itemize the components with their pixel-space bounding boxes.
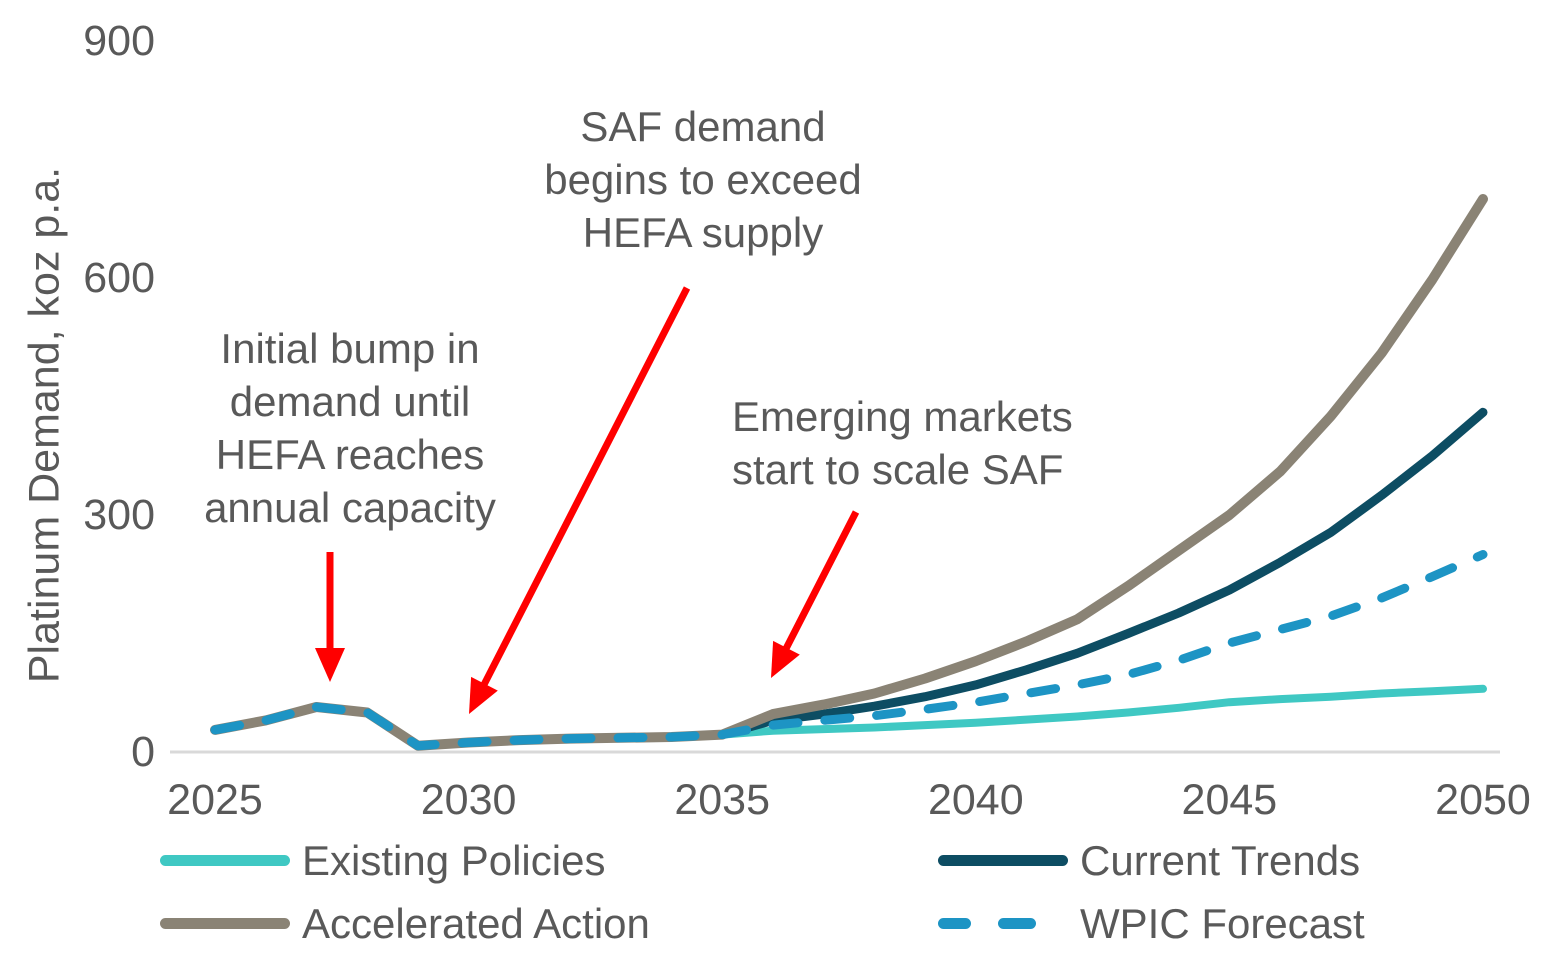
y-axis-title: Platinum Demand, koz p.a. [20, 166, 69, 684]
x-tick-label-2045: 2045 [1181, 776, 1278, 824]
legend-swatch-solid-line [160, 918, 290, 929]
legend-item-current-trends: Current Trends [938, 829, 1365, 892]
legend-swatch-solid-line [938, 855, 1068, 866]
y-tick-label-300: 300 [83, 491, 155, 539]
series-line-wpic-forecast [210, 550, 1488, 751]
legend-label-wpic-forecast: WPIC Forecast [1080, 899, 1365, 947]
legend-dash [938, 918, 971, 929]
x-tick-label-2030: 2030 [420, 776, 517, 824]
y-tick-label-900: 900 [83, 17, 155, 65]
annotation-arrowhead-emerging-markets [771, 640, 800, 678]
legend-label-existing-policies: Existing Policies [302, 836, 606, 884]
legend-swatch-dashed-line [938, 918, 1068, 929]
annotation-emerging-markets: Emerging markets start to scale SAF [732, 393, 1073, 493]
legend-item-accelerated-action: Accelerated Action [160, 892, 650, 955]
legend-column-left: Existing Policies Accelerated Action [160, 829, 650, 955]
legend-swatch-solid-line [160, 855, 290, 866]
legend-item-wpic-forecast: WPIC Forecast [938, 892, 1365, 955]
x-tick-label-2050: 2050 [1435, 776, 1531, 824]
legend-label-current-trends: Current Trends [1080, 836, 1361, 884]
legend-dash [998, 918, 1036, 929]
annotation-arrowhead-saf-demand [469, 676, 498, 714]
annotation-initial-bump: Initial bump in demand until HEFA reache… [204, 325, 496, 531]
x-tick-label-2025: 2025 [167, 776, 263, 824]
annotation-saf-demand: SAF demand begins to exceed HEFA supply [544, 103, 862, 256]
y-tick-label-600: 600 [83, 254, 155, 302]
x-tick-label-2040: 2040 [927, 776, 1024, 824]
annotation-arrow-shaft-emerging-markets [780, 510, 860, 655]
legend-label-accelerated-action: Accelerated Action [302, 899, 650, 947]
legend-item-existing-policies: Existing Policies [160, 829, 650, 892]
annotation-arrowhead-initial-bump [315, 648, 345, 682]
annotation-arrow-shaft-saf-demand [478, 286, 691, 691]
legend-column-right: Current Trends WPIC Forecast [938, 829, 1365, 955]
x-tick-label-2035: 2035 [674, 776, 771, 824]
y-tick-label-0: 0 [131, 728, 155, 776]
